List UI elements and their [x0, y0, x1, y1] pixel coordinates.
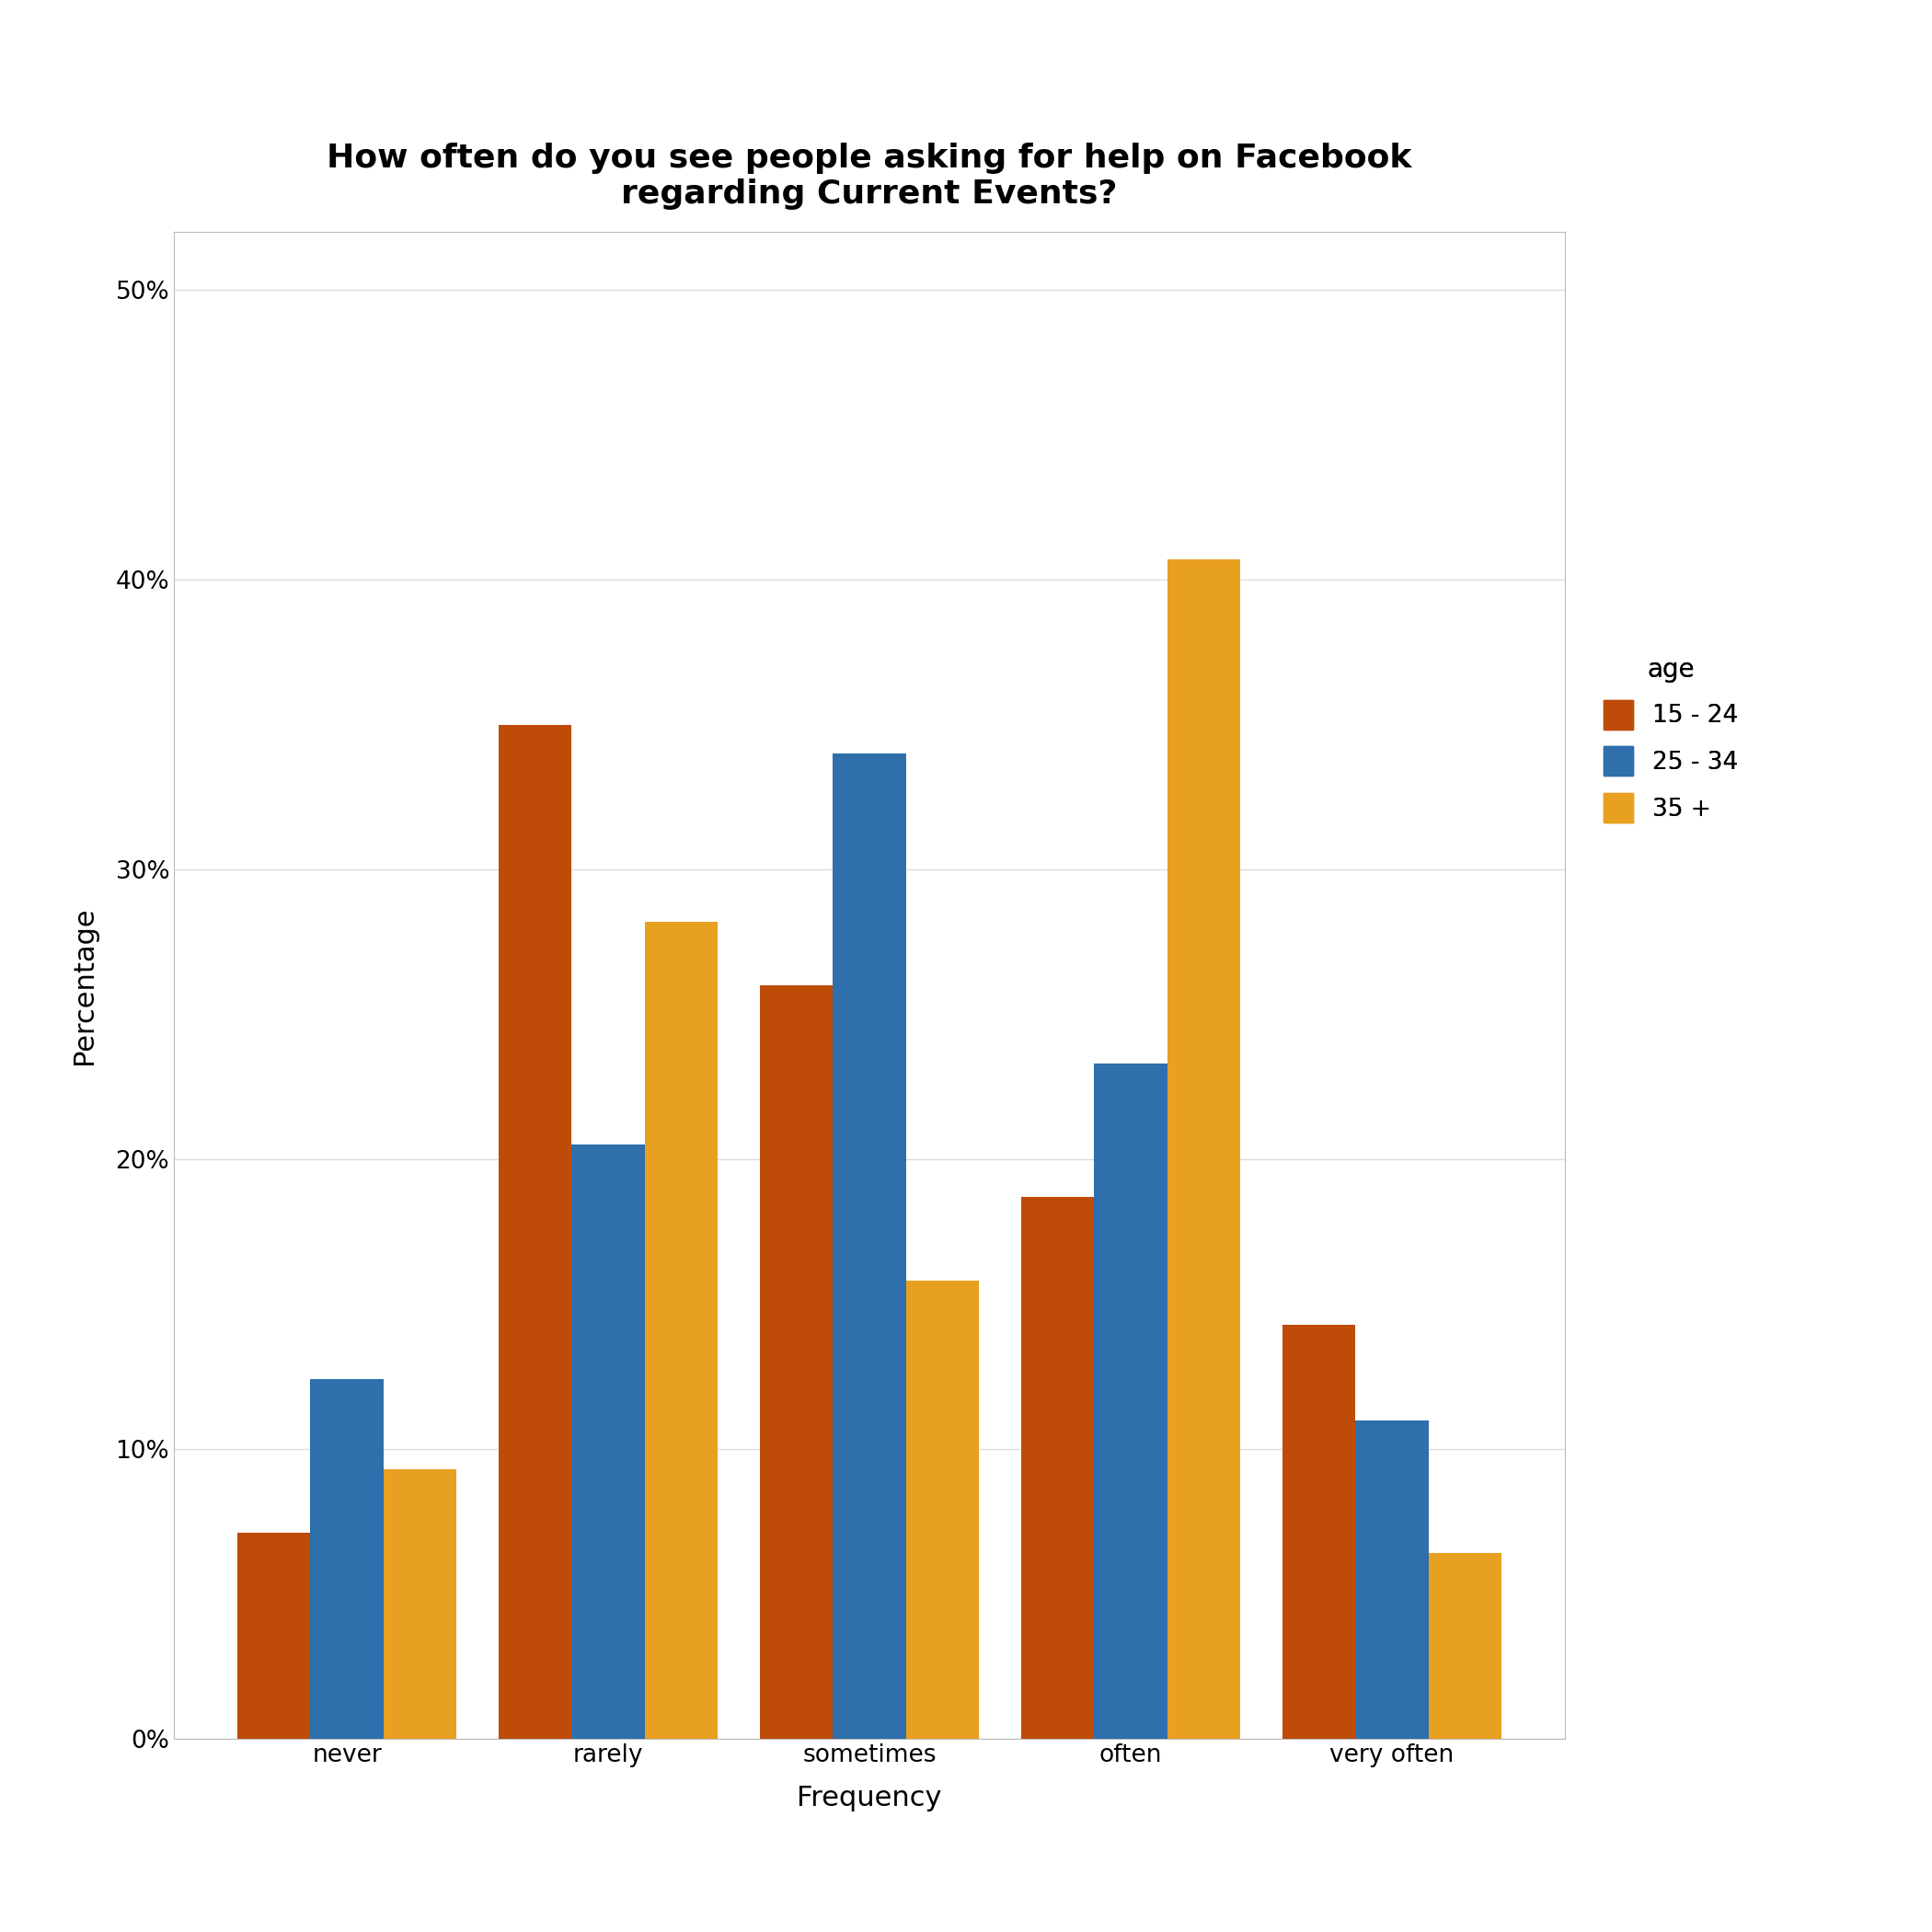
Bar [759, 985, 833, 1739]
Bar [1094, 1063, 1167, 1739]
Bar [645, 922, 719, 1739]
Y-axis label: Percentage: Percentage [71, 906, 99, 1065]
Bar [572, 1144, 645, 1739]
Bar [1167, 558, 1240, 1739]
Legend: 15 - 24, 25 - 34, 35 +: 15 - 24, 25 - 34, 35 + [1596, 649, 1745, 831]
Bar [238, 1534, 311, 1739]
Bar [1356, 1420, 1428, 1739]
Bar [833, 753, 906, 1739]
Bar [1283, 1325, 1356, 1739]
Bar [1020, 1196, 1094, 1739]
Bar [906, 1281, 980, 1739]
Bar [498, 724, 572, 1739]
Bar [311, 1379, 383, 1739]
Bar [383, 1468, 456, 1739]
Bar [1428, 1553, 1501, 1739]
Title: How often do you see people asking for help on Facebook
regarding Current Events: How often do you see people asking for h… [327, 143, 1412, 211]
X-axis label: Frequency: Frequency [796, 1785, 941, 1812]
